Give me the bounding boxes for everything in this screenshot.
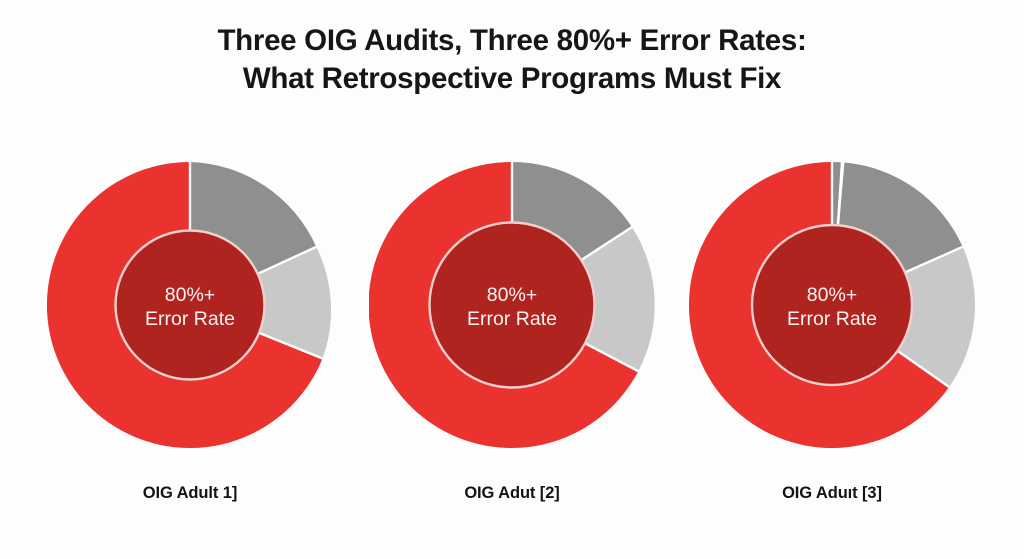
- donut-hub-2: [428, 221, 596, 389]
- title-line-1: Three OIG Audits, Three 80%+ Error Rates…: [217, 24, 807, 57]
- chart-caption-3: OIG Aduıt [3]: [782, 484, 882, 502]
- donut-hub-3: [750, 223, 914, 387]
- donut-graphic-1: 80%+ Error Rate: [47, 162, 333, 448]
- chart-caption-1: OIG Adult 1]: [142, 484, 238, 502]
- donut-hub-1: [114, 229, 266, 381]
- donut-svg-2: [369, 162, 655, 448]
- donut-chart-3: 80%+ Error Rate OIG Aduıt [3]: [682, 162, 982, 502]
- donut-chart-row: 80%+ Error Rate OIG Adult 1]: [0, 162, 1024, 502]
- donut-graphic-3: 80%+ Error Rate: [689, 162, 975, 448]
- donut-chart-2: 80%+ Error Rate OIG Adut [2]: [362, 162, 662, 502]
- donut-chart-1: 80%+ Error Rate OIG Adult 1]: [40, 162, 340, 502]
- donut-svg-1: [47, 162, 331, 448]
- page-title: Three OIG Audits, Three 80%+ Error Rates…: [0, 22, 1024, 98]
- donut-svg-3: [689, 162, 975, 448]
- chart-caption-2: OIG Adut [2]: [464, 484, 560, 502]
- title-line-2: What Retrospective Programs Must Fix: [242, 62, 782, 95]
- donut-graphic-2: 80%+ Error Rate: [369, 162, 655, 448]
